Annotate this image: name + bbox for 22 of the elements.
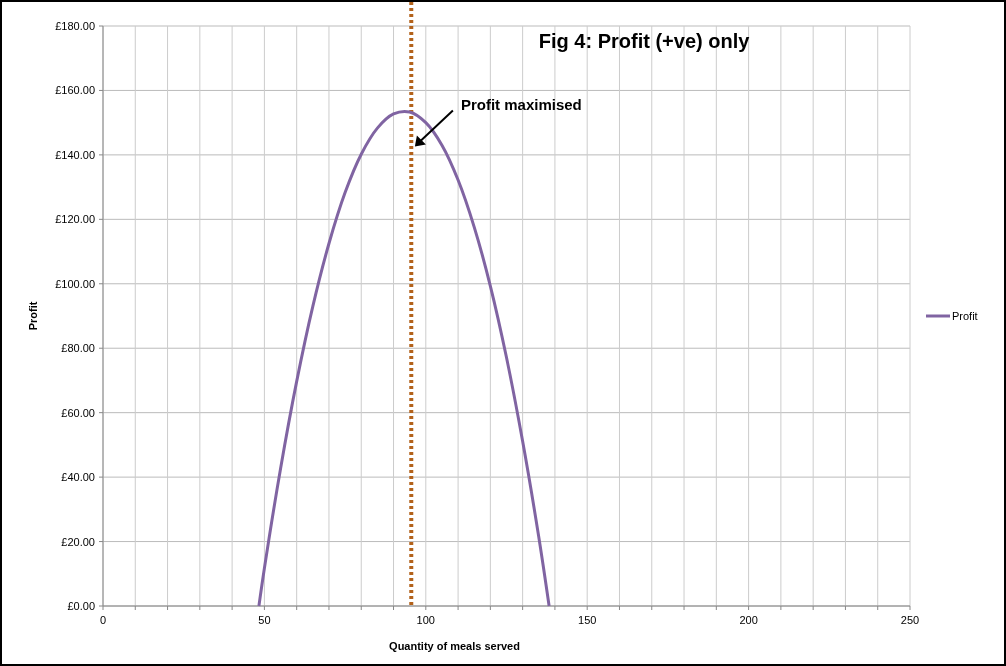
x-axis-title: Quantity of meals served (389, 640, 520, 652)
y-tick-label: £140.00 (55, 148, 95, 161)
legend-label: Profit (952, 310, 978, 322)
line-series (257, 110, 551, 608)
y-tick-label: £80.00 (61, 342, 95, 355)
y-tick-label: £120.00 (55, 213, 95, 226)
x-tick-label: 0 (99, 614, 107, 626)
y-tick-label: £40.00 (61, 471, 95, 484)
x-tick-label: 250 (900, 614, 920, 626)
x-tick-label: 100 (416, 614, 435, 626)
y-tick-label: £180.00 (55, 20, 95, 32)
y-tick-label: £100.00 (55, 277, 95, 290)
x-tick-label: 200 (739, 614, 758, 626)
y-tick-label: £20.00 (61, 535, 95, 548)
chart-title: Fig 4: Profit (+ve) only (538, 30, 751, 52)
annotation: Profit maximised (460, 96, 582, 114)
y-tick-label: £60.00 (61, 406, 95, 419)
y-tick-label: £0.00 (67, 600, 95, 612)
x-tick-label: 50 (258, 614, 271, 626)
y-axis-title: Profit (27, 301, 39, 331)
x-tick-label: 150 (578, 614, 597, 626)
y-tick-label: £160.00 (55, 84, 95, 97)
